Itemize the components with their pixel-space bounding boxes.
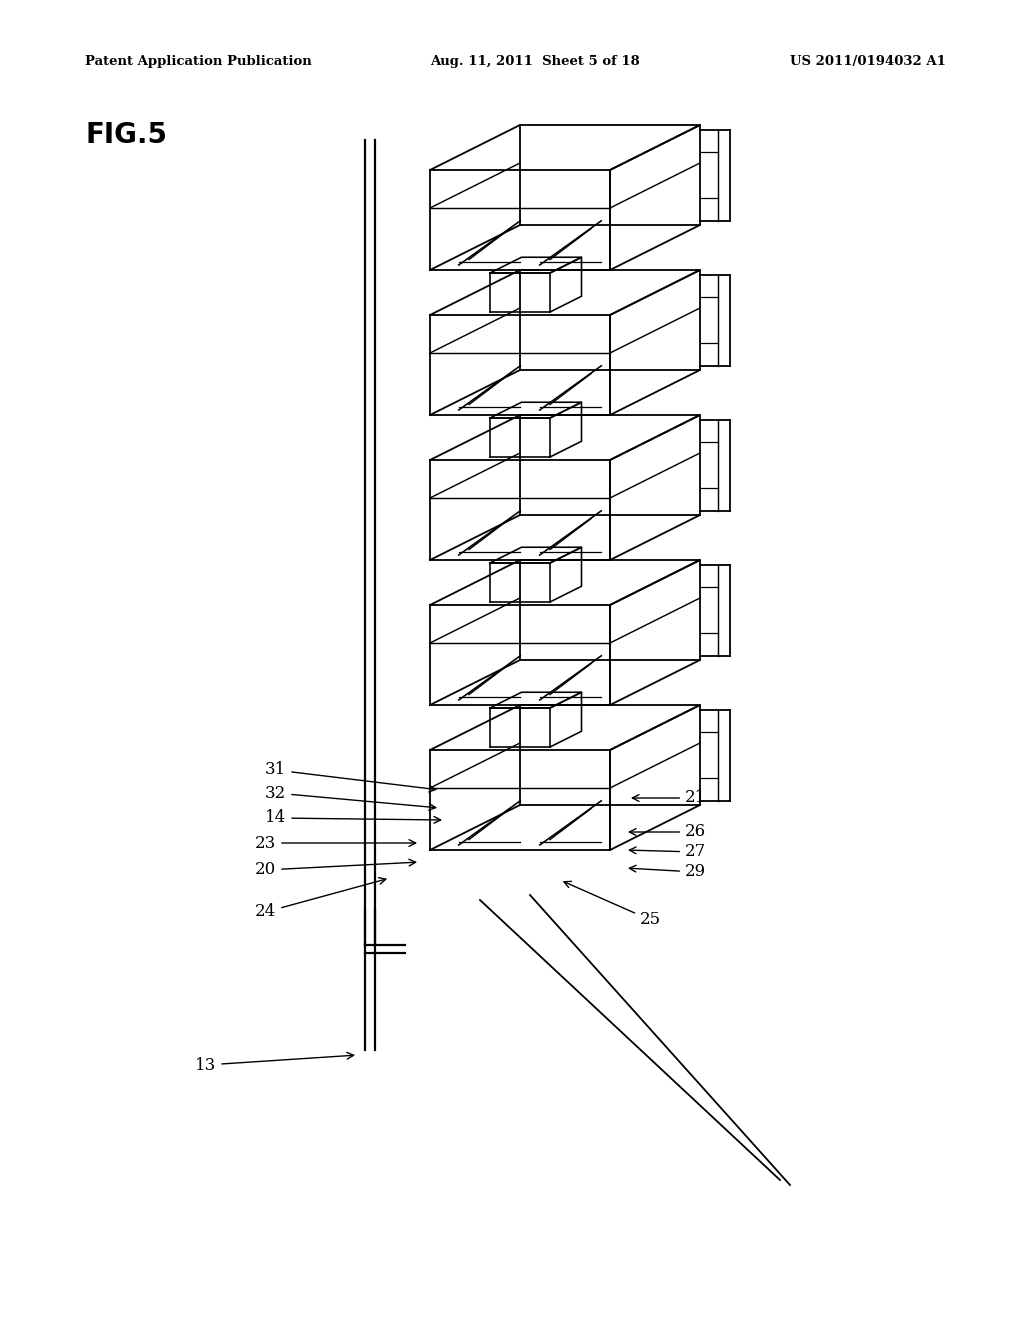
Text: Aug. 11, 2011  Sheet 5 of 18: Aug. 11, 2011 Sheet 5 of 18 [430, 55, 640, 69]
Text: 25: 25 [564, 882, 662, 928]
Text: Patent Application Publication: Patent Application Publication [85, 55, 311, 69]
Text: 24: 24 [255, 878, 386, 920]
Text: 13: 13 [195, 1052, 353, 1073]
Text: 27: 27 [630, 843, 707, 861]
Text: FIG.5: FIG.5 [85, 121, 167, 149]
Text: 32: 32 [265, 784, 435, 810]
Text: 23: 23 [255, 834, 416, 851]
Text: 26: 26 [630, 824, 707, 841]
Text: 14: 14 [265, 809, 440, 826]
Text: 21: 21 [633, 789, 707, 807]
Text: 20: 20 [255, 859, 416, 879]
Text: US 2011/0194032 A1: US 2011/0194032 A1 [790, 55, 946, 69]
Text: 29: 29 [630, 863, 707, 880]
Text: 31: 31 [265, 762, 435, 792]
